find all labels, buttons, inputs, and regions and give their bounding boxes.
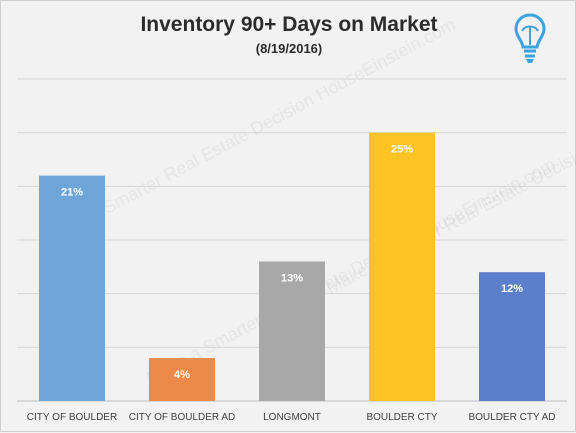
x-tick-label: BOULDER CTY AD (468, 412, 555, 423)
data-label: 21% (61, 187, 83, 199)
data-label: 12% (501, 283, 523, 295)
chart-title: Inventory 90+ Days on Market (140, 13, 438, 36)
data-label: 13% (281, 272, 303, 284)
x-tick-label: BOULDER CTY (366, 412, 437, 423)
bar (39, 175, 105, 401)
data-label: 4% (174, 369, 190, 381)
bar (259, 261, 325, 401)
data-label: 25% (391, 144, 413, 156)
lightbulb-icon (514, 13, 546, 63)
bar (369, 132, 435, 401)
bar (149, 358, 215, 401)
chart-subtitle: (8/19/2016) (255, 41, 323, 56)
bar (479, 272, 545, 401)
x-tick-label: LONGMONT (263, 412, 321, 423)
x-tick-label: CITY OF BOULDER AD (129, 412, 236, 423)
x-tick-label: CITY OF BOULDER (27, 412, 117, 423)
